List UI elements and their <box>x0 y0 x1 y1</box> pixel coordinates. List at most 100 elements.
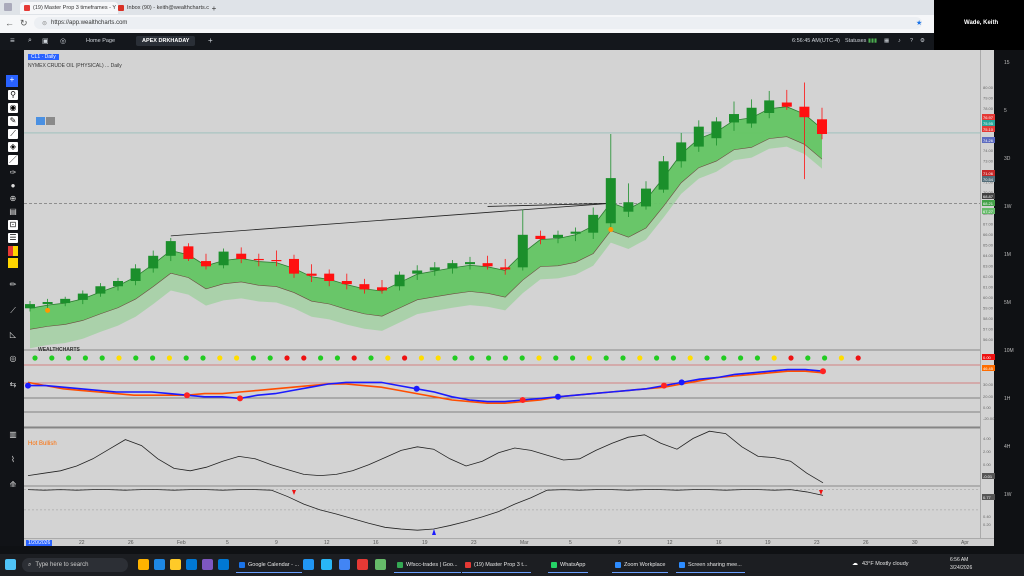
taskbar-item-whatsapp[interactable]: WhatsApp <box>548 558 589 573</box>
symbol-tag[interactable]: CL1 · Daily <box>28 54 59 60</box>
taskbar-item-youtube[interactable]: (19) Master Prop 3 t... <box>462 558 531 573</box>
timeframe-button[interactable]: 1W <box>1004 204 1012 210</box>
signal-dot <box>166 355 172 361</box>
app3-icon[interactable] <box>375 559 386 570</box>
ai-icon[interactable]: ◎ <box>60 38 67 45</box>
buy-arrow-icon <box>432 529 436 535</box>
taskbar-item-sheets[interactable]: Wfscc-trades | Goo... <box>394 558 461 573</box>
cursor-tool-icon[interactable]: + <box>6 75 18 87</box>
time-axis[interactable]: 1/20/2026 22 26 Feb 5 9 12 16 19 23 Mar 5 9 12 16 19 23… <box>24 538 994 547</box>
trash-tool-icon[interactable]: ▤ <box>9 207 17 216</box>
timeframe-button[interactable]: 10M <box>1004 348 1014 354</box>
time-tick-label: 9 <box>618 540 621 546</box>
pin-tool-icon[interactable]: ⚲ <box>8 90 18 100</box>
pencil-tool-icon[interactable]: ✎ <box>8 116 18 126</box>
lock-tool-icon[interactable]: ⊕ <box>9 194 17 203</box>
signal-dot <box>66 355 72 361</box>
timeframe-button[interactable]: 1W <box>1004 492 1012 498</box>
bullish-label: Hot Bullish <box>28 441 57 447</box>
line-tool-icon[interactable]: ／ <box>8 155 18 165</box>
panel3-tick-label: 0.00 <box>983 462 992 467</box>
price-tick-label: 80.00 <box>983 85 994 90</box>
new-tab-button[interactable]: + <box>211 3 217 13</box>
candle-body <box>306 273 317 276</box>
line-chart-icon[interactable]: ⌇ <box>11 455 15 464</box>
tab-search-icon[interactable] <box>4 3 12 11</box>
edge-icon[interactable] <box>154 559 165 570</box>
dot-tool-icon[interactable]: ● <box>10 181 16 190</box>
signal-dot <box>620 355 626 361</box>
teams-icon[interactable] <box>202 559 213 570</box>
back-icon[interactable]: ← <box>5 18 14 28</box>
menu-icon[interactable]: ≡ <box>10 36 15 45</box>
timeframe-button[interactable]: 15 <box>1004 60 1010 66</box>
search-icon[interactable]: ⌕ <box>28 37 32 44</box>
taskbar-clock-time[interactable]: 6:56 AM <box>950 557 969 563</box>
timeframe-button[interactable]: 3D <box>1004 156 1011 162</box>
bell-icon[interactable]: ♪ <box>898 38 901 44</box>
price-box <box>982 208 995 214</box>
store-icon[interactable] <box>186 559 197 570</box>
timeframe-button[interactable]: 1M <box>1004 252 1011 258</box>
signal-dot <box>570 355 576 361</box>
osc-cross-dot <box>237 395 243 402</box>
ruler-tool-icon[interactable]: ⟋ <box>8 129 18 139</box>
url-field[interactable]: ⊜ https://app.wealthcharts.com <box>34 17 922 29</box>
timeframe-button[interactable]: 4H <box>1004 444 1011 450</box>
timeframe-button[interactable]: 1H <box>1004 396 1011 402</box>
taskbar-item-screen-share[interactable]: Screen sharing mee... <box>676 558 745 573</box>
candle-body <box>746 107 757 124</box>
color-swatch-icon[interactable] <box>8 246 18 256</box>
status-label[interactable]: Statuses <box>845 38 867 44</box>
measure-tool-icon[interactable]: ⊡ <box>8 220 18 230</box>
bookmark-icon[interactable]: ★ <box>916 20 923 27</box>
app-icon[interactable] <box>303 559 314 570</box>
shape-icon[interactable]: ◺ <box>9 330 17 339</box>
telegram-icon[interactable] <box>321 559 332 570</box>
candle-body <box>341 281 352 285</box>
eye-tool-icon[interactable]: ◉ <box>8 103 18 113</box>
brush-tool-icon[interactable]: ✑ <box>9 168 17 177</box>
copilot-icon[interactable] <box>138 559 149 570</box>
reload-icon[interactable]: ↻ <box>20 18 28 28</box>
app2-icon[interactable] <box>357 559 368 570</box>
trend-icon[interactable]: ⟰ <box>9 480 17 489</box>
settings-icon[interactable]: ⚙ <box>920 38 925 44</box>
browser-tab-master-prop[interactable]: (19) Master Prop 3 timeframes - Y × <box>20 2 118 14</box>
price-tick-label: 59.00 <box>983 305 994 310</box>
tab-home-page[interactable]: Home Page <box>86 38 116 44</box>
add-tab-icon[interactable]: + <box>208 36 213 45</box>
timeframe-button[interactable]: 5M <box>1004 300 1011 306</box>
price-box <box>982 137 995 143</box>
tab-apex[interactable]: APEX DRKHADAY <box>136 36 196 46</box>
bar-chart-icon[interactable]: ▥ <box>9 430 17 439</box>
weather-text[interactable]: 43°F Mostly cloudy <box>862 561 909 567</box>
taskbar-item-label: WhatsApp <box>560 562 586 568</box>
highlight-swatch-icon[interactable] <box>8 258 18 268</box>
magnet-tool-icon[interactable]: ◈ <box>8 142 18 152</box>
taskbar-clock-date[interactable]: 3/24/2026 <box>950 565 973 571</box>
taskbar-item-zoom[interactable]: Zoom Workplace <box>612 558 669 573</box>
windows-start-icon[interactable] <box>5 559 16 570</box>
eye-icon[interactable]: ◎ <box>9 354 17 363</box>
layout-icon[interactable]: ▣ <box>42 38 49 45</box>
taskbar-item-calendar[interactable]: Google Calendar - ... <box>236 558 303 573</box>
outlook-icon[interactable] <box>218 559 229 570</box>
alert-icon[interactable] <box>36 117 45 125</box>
help-icon[interactable]: ? <box>910 38 914 44</box>
osc-blue-line <box>28 368 824 403</box>
timeframe-button[interactable]: 5 <box>1004 108 1007 114</box>
time-tick-label: 30 <box>912 540 918 546</box>
settings-icon[interactable] <box>46 117 55 125</box>
draw-pen-icon[interactable]: ✏ <box>9 280 17 289</box>
brush-icon[interactable]: ⟋ <box>10 306 16 315</box>
chrome-icon[interactable] <box>339 559 350 570</box>
browser-tab-inbox[interactable]: Inbox (90) - keith@wealthcharts.c × <box>114 2 212 14</box>
grid-icon[interactable]: ▦ <box>884 38 890 44</box>
signal-dot <box>368 355 374 361</box>
layers-tool-icon[interactable]: ☰ <box>8 233 18 243</box>
explorer-icon[interactable] <box>170 559 181 570</box>
taskbar-search[interactable]: ⌕ Type here to search <box>22 558 128 572</box>
compare-icon[interactable]: ⇆ <box>9 380 17 389</box>
candle-body <box>324 273 335 281</box>
